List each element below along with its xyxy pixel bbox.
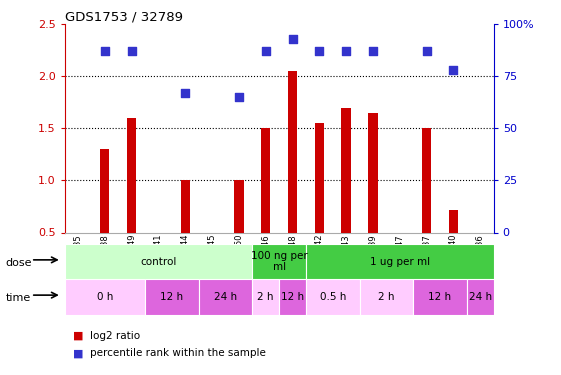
Text: 2 h: 2 h xyxy=(378,292,394,302)
Bar xyxy=(261,128,270,232)
Point xyxy=(449,67,458,73)
Bar xyxy=(449,210,458,232)
Text: ■: ■ xyxy=(73,331,84,340)
Text: 0 h: 0 h xyxy=(96,292,113,302)
Text: control: control xyxy=(140,256,177,267)
Point xyxy=(181,90,190,96)
Bar xyxy=(288,71,297,232)
Bar xyxy=(145,279,199,315)
Text: ■: ■ xyxy=(73,348,84,358)
Text: 12 h: 12 h xyxy=(429,292,452,302)
Point xyxy=(315,48,324,54)
Bar xyxy=(100,149,109,232)
Text: 12 h: 12 h xyxy=(281,292,304,302)
Bar xyxy=(306,279,360,315)
Bar xyxy=(127,118,136,232)
Bar xyxy=(413,279,467,315)
Bar xyxy=(279,279,306,315)
Point xyxy=(100,48,109,54)
Text: 12 h: 12 h xyxy=(160,292,183,302)
Bar xyxy=(252,279,279,315)
Point xyxy=(261,48,270,54)
Text: time: time xyxy=(6,293,31,303)
Bar xyxy=(65,279,145,315)
Text: 2 h: 2 h xyxy=(257,292,274,302)
Text: percentile rank within the sample: percentile rank within the sample xyxy=(90,348,266,358)
Bar xyxy=(368,113,378,232)
Point xyxy=(234,94,243,100)
Text: 24 h: 24 h xyxy=(468,292,492,302)
Point xyxy=(127,48,136,54)
Bar xyxy=(252,244,306,279)
Bar xyxy=(422,128,431,232)
Bar xyxy=(360,279,413,315)
Bar xyxy=(234,180,243,232)
Point xyxy=(369,48,378,54)
Bar xyxy=(65,244,252,279)
Text: dose: dose xyxy=(6,258,32,267)
Point xyxy=(422,48,431,54)
Text: log2 ratio: log2 ratio xyxy=(90,331,140,340)
Bar xyxy=(342,108,351,232)
Point xyxy=(288,36,297,42)
Point xyxy=(342,48,351,54)
Text: 1 ug per ml: 1 ug per ml xyxy=(370,256,430,267)
Text: 100 ng per
ml: 100 ng per ml xyxy=(251,251,307,272)
Text: GDS1753 / 32789: GDS1753 / 32789 xyxy=(65,10,182,23)
Text: 0.5 h: 0.5 h xyxy=(320,292,346,302)
Bar xyxy=(306,244,494,279)
Bar xyxy=(315,123,324,232)
Bar xyxy=(181,180,190,232)
Bar xyxy=(199,279,252,315)
Text: 24 h: 24 h xyxy=(214,292,237,302)
Bar xyxy=(467,279,494,315)
